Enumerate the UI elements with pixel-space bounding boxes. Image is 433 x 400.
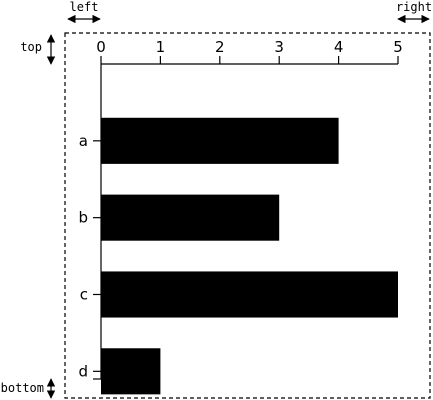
x-tick-label: 0 <box>96 38 106 56</box>
x-tick-label: 1 <box>156 38 166 56</box>
y-tick-label: b <box>78 209 88 227</box>
left-margin-label: left <box>70 0 99 14</box>
bottom-margin-label: bottom <box>1 381 44 395</box>
bars <box>101 117 398 395</box>
x-tick-label: 3 <box>274 38 284 56</box>
y-tick-label: c <box>80 285 88 303</box>
x-axis-ticks: 0 1 2 3 4 5 <box>96 38 403 64</box>
bar-c <box>101 271 398 318</box>
x-tick-label: 5 <box>393 38 403 56</box>
bar-d <box>101 348 161 395</box>
top-margin-label: top <box>20 40 42 54</box>
y-tick-label: a <box>79 132 88 150</box>
y-axis-ticks: a b c d <box>78 132 101 380</box>
x-tick-label: 4 <box>334 38 344 56</box>
bar-a <box>101 117 339 164</box>
bar-b <box>101 194 280 241</box>
x-tick-label: 2 <box>215 38 225 56</box>
right-margin-label: right <box>396 0 432 14</box>
figure-border <box>64 32 431 399</box>
y-tick-label: d <box>78 362 88 380</box>
